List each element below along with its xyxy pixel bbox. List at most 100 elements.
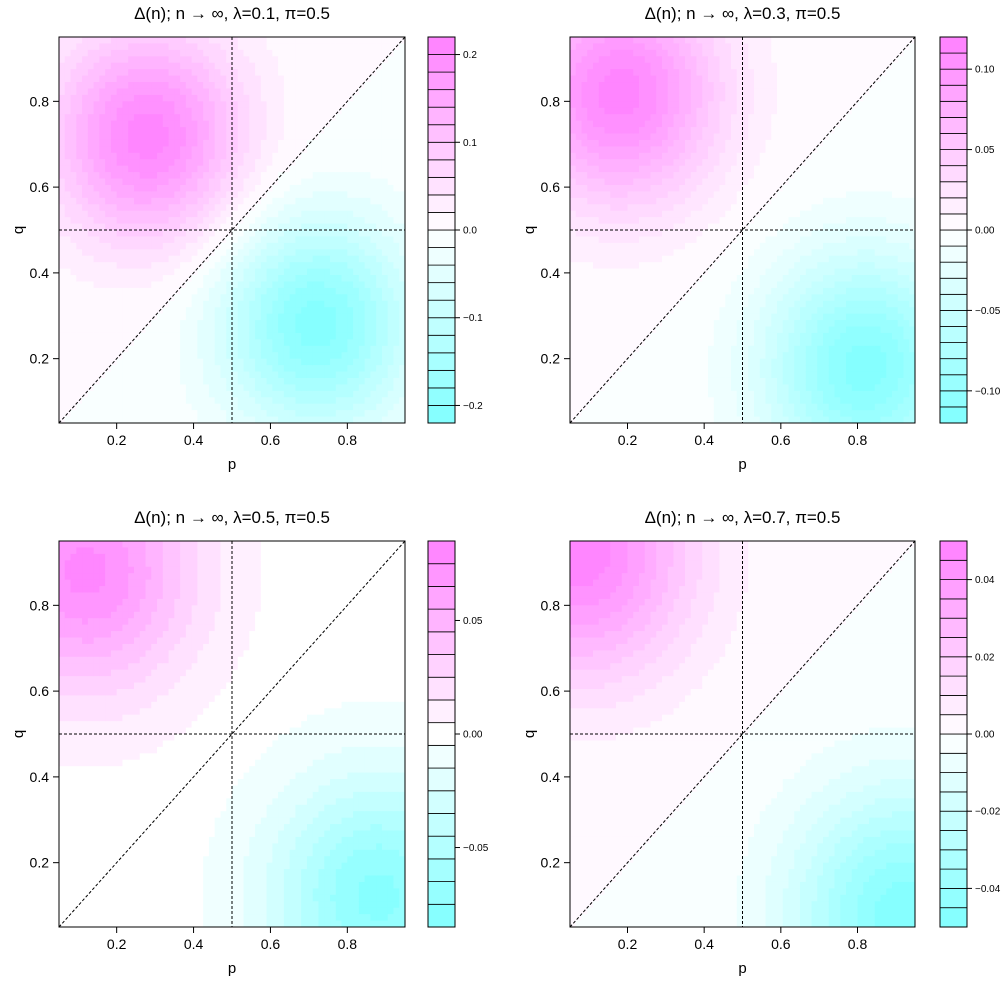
heatmap-cell [116, 262, 124, 270]
heatmap-cell [220, 249, 227, 257]
heatmap-cell [393, 345, 400, 353]
heatmap-cell [575, 377, 583, 385]
heatmap-cell [381, 390, 389, 398]
heatmap-cell [301, 139, 308, 147]
heatmap-cell [266, 332, 273, 340]
heatmap-cell [387, 223, 395, 231]
heatmap-cell [301, 307, 308, 315]
heatmap-cell [243, 159, 250, 167]
heatmap-cell [220, 275, 227, 283]
heatmap-cell [260, 172, 268, 180]
heatmap-cell [570, 184, 577, 192]
heatmap-cell [370, 114, 377, 122]
heatmap-cell [587, 178, 594, 186]
heatmap-cell [616, 127, 623, 135]
heatmap-cell [76, 217, 83, 225]
heatmap-cell [139, 358, 147, 366]
heatmap-cell [376, 300, 383, 308]
heatmap-cell [570, 358, 577, 366]
heatmap-cell [381, 197, 389, 205]
heatmap-cell [168, 281, 175, 289]
heatmap-cell [226, 365, 233, 373]
heatmap-cell [667, 249, 675, 257]
heatmap-cell [587, 384, 594, 392]
heatmap-cell [604, 236, 611, 244]
heatmap-cell [393, 307, 400, 315]
heatmap-cell [174, 384, 181, 392]
heatmap-cell [381, 326, 389, 334]
heatmap-cell [610, 313, 617, 321]
heatmap-cell [197, 275, 204, 283]
heatmap-cell [110, 120, 118, 128]
colorbar-tick-label: −0.1 [463, 313, 483, 324]
heatmap-cell [70, 268, 77, 276]
heatmap-cell [312, 114, 320, 122]
heatmap-cell [128, 159, 135, 167]
heatmap-cell [376, 159, 383, 167]
heatmap-cell [312, 223, 320, 231]
heatmap-cell [180, 82, 187, 90]
heatmap-cell [667, 43, 675, 51]
heatmap-cell [59, 56, 66, 64]
heatmap-cell [180, 120, 187, 128]
heatmap-cell [598, 397, 606, 405]
heatmap-cell [598, 339, 606, 347]
heatmap-cell [381, 403, 389, 411]
heatmap-cell [353, 281, 360, 289]
heatmap-cell [627, 384, 634, 392]
heatmap-cell [76, 210, 83, 218]
heatmap-cell [151, 332, 158, 340]
heatmap-cell [639, 75, 646, 83]
heatmap-cell [353, 69, 360, 77]
heatmap-cell [667, 165, 675, 173]
heatmap-cell [335, 281, 343, 289]
heatmap-cell [318, 88, 325, 96]
heatmap-cell [627, 358, 634, 366]
heatmap-cell [616, 377, 623, 385]
heatmap-cell [604, 397, 611, 405]
heatmap-cell [341, 358, 348, 366]
heatmap-cell [335, 172, 343, 180]
heatmap-cell [133, 345, 141, 353]
heatmap-cell [208, 403, 216, 411]
heatmap-cell [174, 210, 181, 218]
heatmap-cell [272, 390, 279, 398]
heatmap-cell [162, 75, 170, 83]
heatmap-cell [604, 184, 611, 192]
heatmap-cell [116, 146, 124, 154]
heatmap-cell [318, 332, 325, 340]
heatmap-cell [232, 365, 239, 373]
heatmap-cell [324, 281, 331, 289]
heatmap-cell [157, 133, 164, 141]
heatmap-cell [232, 397, 239, 405]
heatmap-cell [162, 82, 170, 90]
heatmap-cell [105, 358, 112, 366]
heatmap-cell [358, 56, 366, 64]
heatmap-cell [312, 101, 320, 109]
heatmap-cell [278, 410, 285, 418]
heatmap-cells [570, 37, 915, 423]
heatmap-cell [364, 37, 371, 45]
heatmap-cell [644, 230, 652, 238]
heatmap-cell [575, 56, 583, 64]
heatmap-cell [272, 62, 279, 70]
heatmap-cell [266, 94, 273, 102]
heatmap-cell [133, 88, 141, 96]
heatmap-cell [393, 230, 400, 238]
heatmap-cell [587, 159, 594, 167]
heatmap-cell [393, 120, 400, 128]
heatmap-cell [570, 268, 577, 276]
heatmap-cell [587, 352, 594, 360]
heatmap-cell [260, 397, 268, 405]
heatmap-cell [70, 172, 77, 180]
heatmap-cell [341, 127, 348, 135]
heatmap-cell [232, 88, 239, 96]
heatmap-cell [180, 365, 187, 373]
heatmap-cell [639, 268, 646, 276]
heatmap-cell [644, 268, 652, 276]
heatmap-cell [587, 62, 594, 70]
heatmap-cell [347, 197, 354, 205]
heatmap-cell [341, 262, 348, 270]
heatmap-cell [180, 94, 187, 102]
heatmap-cell [82, 101, 89, 109]
